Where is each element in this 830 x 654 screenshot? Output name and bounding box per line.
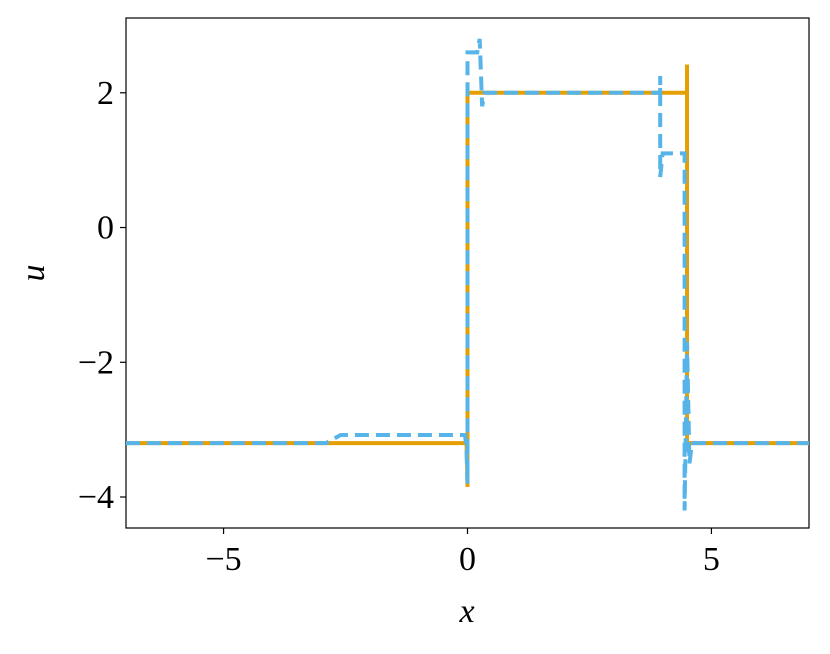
y-tick-label: −4 — [78, 479, 114, 516]
x-tick-label: 5 — [703, 541, 720, 578]
y-tick-label: 2 — [97, 75, 114, 112]
y-tick-label: −2 — [78, 344, 114, 381]
x-tick-label: −5 — [205, 541, 241, 578]
x-axis-label: x — [458, 593, 474, 630]
line-series — [126, 38, 809, 511]
x-tick-label: 0 — [459, 541, 476, 578]
y-axis-label: u — [15, 265, 52, 282]
y-tick-label: 0 — [97, 210, 114, 247]
